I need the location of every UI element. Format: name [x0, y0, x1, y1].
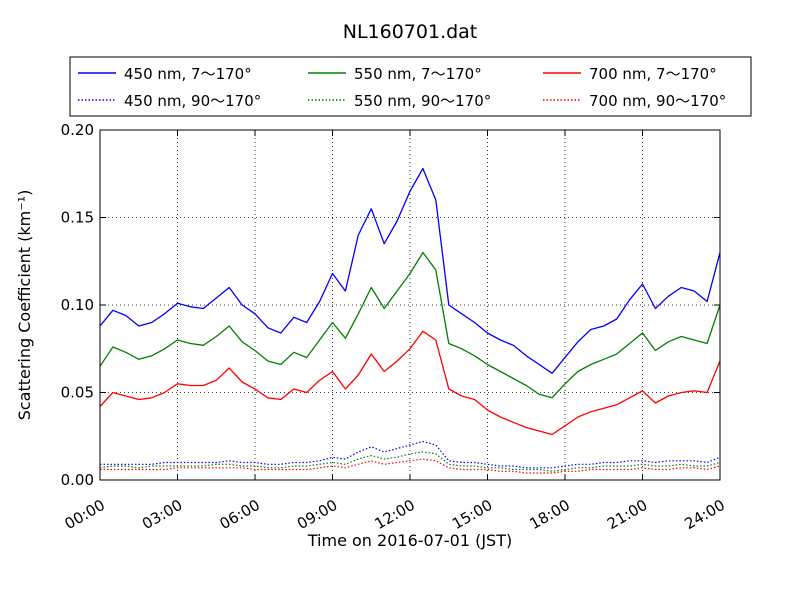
legend-box [69, 56, 752, 117]
y-tick-label: 0.05 [61, 384, 94, 402]
series-line-5 [100, 458, 721, 474]
series-line-3 [100, 440, 721, 469]
legend-label-3: 450 nm, 90～170° [124, 92, 261, 110]
chart-title: NL160701.dat [343, 21, 478, 43]
y-axis-label: Scattering Coefficient (km⁻¹) [15, 190, 34, 421]
legend-items: 450 nm, 7～170° 550 nm, 7～170° 700 nm, 7～17… [78, 65, 726, 110]
legend: 450 nm, 7～170° 550 nm, 7～170° 700 nm, 7～17… [69, 56, 752, 117]
y-tick-label: 0.15 [61, 209, 94, 227]
legend-label-4: 550 nm, 90～170° [354, 92, 491, 110]
y-tick-label: 0.10 [61, 296, 94, 314]
series-line-4 [99, 451, 721, 472]
y-tick-label: 0.20 [61, 121, 94, 139]
y-tick-label: 0.00 [61, 471, 94, 489]
series-line-1 [99, 251, 721, 399]
legend-label-5: 700 nm, 90～170° [589, 92, 726, 110]
x-axis-label: Time on 2016-07-01 (JST) [307, 531, 512, 550]
grid [100, 130, 720, 480]
legend-label-1: 550 nm, 7～170° [354, 65, 482, 83]
series-lines [99, 167, 721, 474]
legend-label-2: 700 nm, 7～170° [589, 65, 717, 83]
y-axis-ticks: 0.00 0.05 0.10 0.15 0.20 [61, 121, 720, 489]
legend-label-0: 450 nm, 7～170° [124, 65, 252, 83]
series-line-0 [99, 167, 721, 374]
series-line-2 [99, 330, 721, 436]
